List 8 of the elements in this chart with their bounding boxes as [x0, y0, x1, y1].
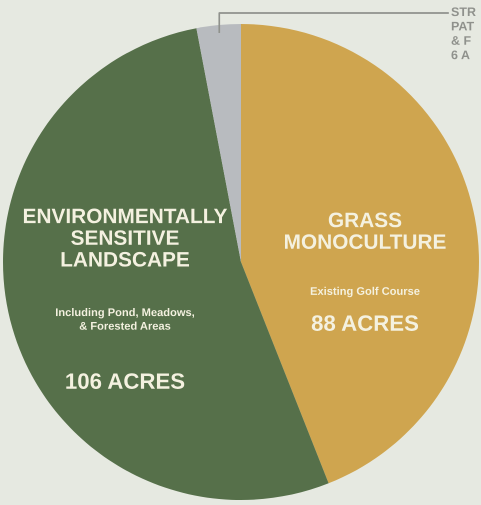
- data-label: 106 ACRES: [66, 373, 184, 389]
- text: Including Pond, Meadows, & Forested Areas: [56, 308, 194, 330]
- data-label: 88 ACRES: [312, 315, 418, 331]
- slice-label: ENVIRONMENTALLY SENSITIVE LANDSCAPE: [24, 208, 228, 267]
- data-label: 6 A: [451, 50, 470, 60]
- text: Existing Golf Course: [310, 286, 420, 298]
- slice-label: GRASS MONOCULTURE: [284, 212, 446, 249]
- slice-label: STR PAT & F: [451, 7, 476, 45]
